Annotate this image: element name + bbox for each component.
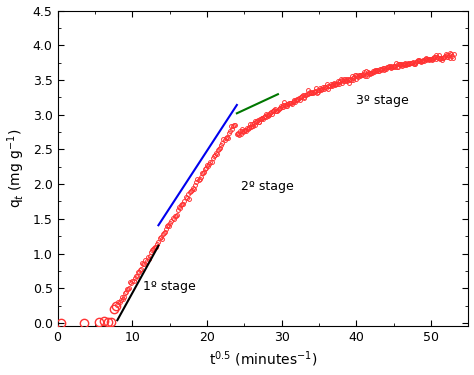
Text: 2º stage: 2º stage <box>241 180 293 193</box>
X-axis label: t$^{0.5}$ (minutes$^{-1}$): t$^{0.5}$ (minutes$^{-1}$) <box>209 350 317 369</box>
Text: 3º stage: 3º stage <box>356 94 409 107</box>
Text: 1º stage: 1º stage <box>144 280 196 292</box>
Y-axis label: q$_t$ (mg g$^{-1}$): q$_t$ (mg g$^{-1}$) <box>6 129 27 208</box>
